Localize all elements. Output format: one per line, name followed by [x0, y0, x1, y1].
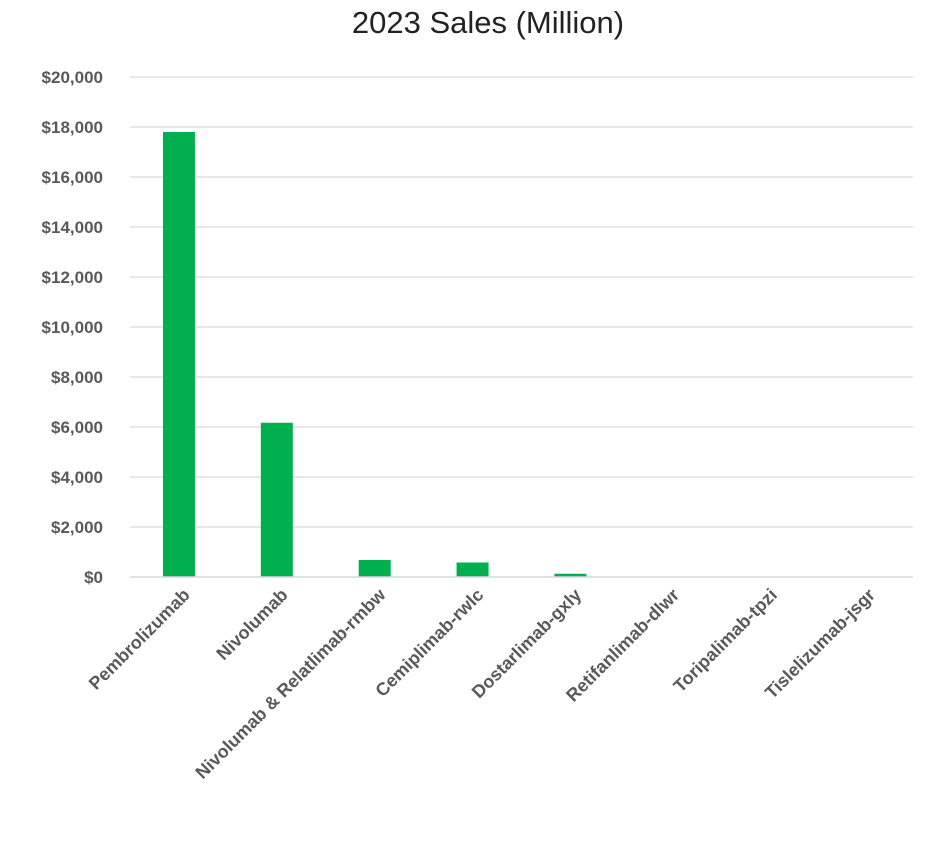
y-tick-label: $18,000 — [42, 118, 103, 137]
y-tick-label: $16,000 — [42, 168, 103, 187]
y-axis-tick-labels: $0 $2,000 $4,000 $6,000 $8,000 $10,000 $12,000… — [42, 68, 103, 587]
x-tick-label: Nivolumab — [212, 585, 291, 664]
gridlines — [130, 76, 913, 528]
y-tick-label: $2,000 — [51, 518, 103, 537]
bar — [358, 560, 391, 577]
y-tick-label: $12,000 — [42, 268, 103, 287]
bars — [162, 132, 587, 577]
x-tick-label: Pembrolizumab — [85, 585, 194, 694]
bar — [554, 573, 587, 577]
y-tick-label: $10,000 — [42, 318, 103, 337]
x-tick-label: Tislelizumab-jsgr — [761, 585, 879, 703]
chart-title: 2023 Sales (Million) — [352, 5, 624, 40]
x-tick-label: Nivolumab & Relatlimab-rmbw — [191, 584, 390, 783]
y-tick-label: $0 — [84, 568, 103, 587]
bar — [456, 562, 489, 577]
bar — [260, 422, 293, 577]
y-tick-label: $14,000 — [42, 218, 103, 237]
x-tick-label: Dostarlimab-gxly — [468, 585, 585, 702]
x-tick-label: Cemiplimab-rwlc — [371, 585, 487, 701]
y-tick-label: $20,000 — [42, 68, 103, 87]
y-tick-label: $8,000 — [51, 368, 103, 387]
x-tick-label: Toripalimab-tpzi — [670, 585, 781, 696]
y-tick-label: $6,000 — [51, 418, 103, 437]
y-tick-label: $4,000 — [51, 468, 103, 487]
bar — [162, 132, 195, 577]
